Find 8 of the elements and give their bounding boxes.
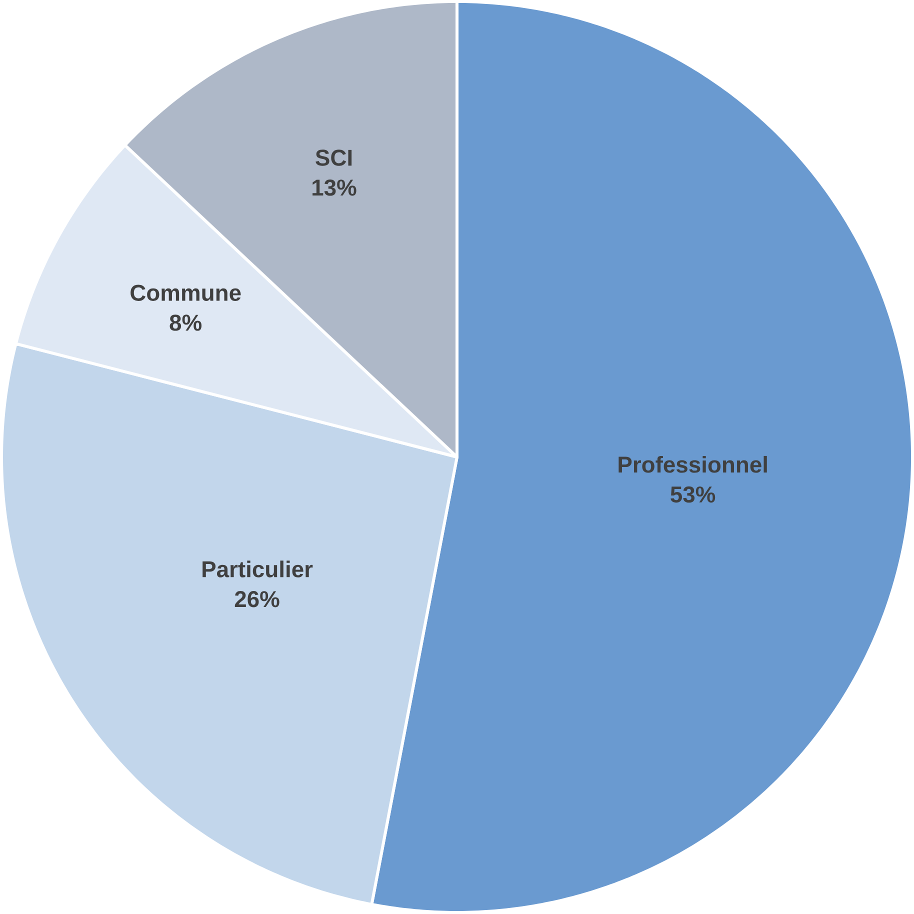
data-label: 53% (670, 486, 716, 503)
data-label: 13% (312, 180, 356, 196)
slice-label: Commune (130, 284, 241, 301)
slice-label: Particulier (202, 560, 313, 578)
data-label: 8% (170, 314, 202, 331)
slice-label: Professionnel (618, 456, 767, 473)
data-label: 26% (234, 591, 280, 608)
slice-label: SCI (316, 150, 352, 166)
